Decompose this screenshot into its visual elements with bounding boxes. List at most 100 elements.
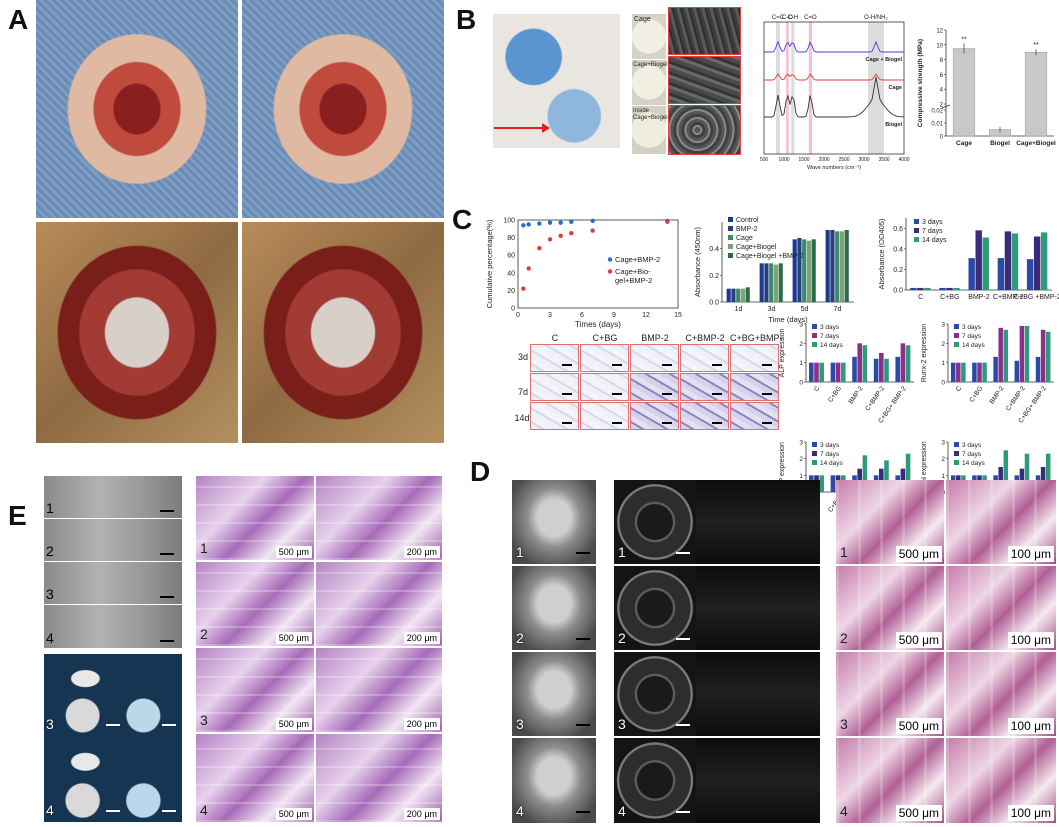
legend-label: 14 days <box>962 342 986 349</box>
micro-tile <box>630 373 679 401</box>
legend-label: Control <box>736 217 759 224</box>
bar <box>773 264 779 302</box>
y-tick-label: 6 <box>940 73 944 79</box>
peak-band <box>776 22 780 154</box>
legend-swatch <box>728 253 733 258</box>
x-tick-label: C <box>955 385 964 393</box>
d-xray-label-3: 3 <box>516 716 524 732</box>
x-tick-label: 1d <box>735 306 743 313</box>
e-scale-right-1: 200 μm <box>403 546 440 558</box>
data-point <box>590 228 595 233</box>
bar <box>1014 360 1020 382</box>
legend-swatch <box>914 228 919 233</box>
bar <box>830 362 836 382</box>
d-ct-scalebar-4 <box>676 811 690 813</box>
significance-mark: ** <box>1033 42 1039 49</box>
data-point <box>521 286 526 291</box>
peak-band <box>868 22 884 154</box>
panel-label-e: E <box>8 500 27 531</box>
y-tick-label: 0.02 <box>931 109 943 115</box>
y-tick-label: 60 <box>507 253 515 260</box>
x-tick-label: C+BMP-2 <box>864 385 886 413</box>
y-tick-label: 0 <box>511 306 515 313</box>
e-histo-label-4: 4 <box>200 802 208 818</box>
e-histo-column: 1 500 μm 200 μm 2 500 μm 200 μm 3 500 μm 20… <box>196 476 442 822</box>
bar <box>1019 325 1025 382</box>
bar <box>839 231 845 302</box>
legend-label: 14 days <box>820 460 844 467</box>
bar <box>1040 467 1046 492</box>
d-scale-right-4: 100 μm <box>1007 805 1054 821</box>
significance-mark: ** <box>961 36 967 43</box>
x-tick-label: 3d <box>768 306 776 313</box>
surgery-photo-4 <box>242 222 444 443</box>
bar <box>792 239 797 302</box>
legend-label: 7 days <box>962 451 982 458</box>
panel-label-c: C <box>452 204 473 235</box>
bar <box>840 362 846 382</box>
data-point <box>569 231 574 236</box>
legend-swatch <box>954 333 959 338</box>
bar <box>997 258 1005 290</box>
cage-disc-3 <box>632 106 666 154</box>
y-tick-label: 1 <box>799 360 803 367</box>
grid-row-3d: 3d <box>517 352 528 362</box>
legend-swatch <box>728 217 733 222</box>
d-ct-3: 3 <box>614 652 696 736</box>
d-histo-4b: 100 μm <box>946 738 1056 823</box>
axis-break <box>941 104 951 109</box>
y-tick-label: 12 <box>936 29 943 35</box>
x-axis-label: Time (days) <box>768 315 808 324</box>
x-tick-label: C+BG +BMP-2 <box>1014 294 1059 301</box>
y-tick-label: 0 <box>799 380 803 387</box>
d-xray-1: 1 <box>512 480 596 564</box>
e-ct-label-3: 3 <box>46 716 54 732</box>
peak-label: O-H/NH₂ <box>864 15 888 21</box>
d-xray-column: 1 2 3 4 <box>512 480 596 823</box>
d-histo-3b: 100 μm <box>946 652 1056 736</box>
x-tick-label: 500 <box>760 157 769 163</box>
e-ct-render-4: 4 <box>44 736 182 822</box>
data-point <box>590 218 595 224</box>
data-point <box>569 219 574 224</box>
bar <box>1045 453 1051 492</box>
x-tick-label: C+BG <box>968 385 984 404</box>
d-xray-scalebar-4 <box>576 811 590 813</box>
e-histo-4b: 200 μm <box>316 734 442 822</box>
data-point <box>521 223 526 228</box>
bar <box>830 475 836 492</box>
bar <box>835 362 841 382</box>
y-tick-label: 0.4 <box>709 246 719 253</box>
surgery-photo-3 <box>36 222 238 443</box>
data-point <box>537 245 542 251</box>
bar <box>1033 236 1041 290</box>
micro-scalebar <box>712 393 722 395</box>
y-tick-label: 2 <box>799 341 803 348</box>
x-tick-label: 15 <box>674 312 682 319</box>
micro-scalebar <box>662 422 672 424</box>
micro-tile <box>680 344 729 372</box>
x-tick-label: BMP-2 <box>989 385 1006 406</box>
d-ct-slice-4 <box>696 738 820 823</box>
legend-swatch <box>954 442 959 447</box>
e-scale-left-3: 500 μm <box>275 718 312 730</box>
micro-scalebar <box>762 364 772 366</box>
bar <box>797 238 802 302</box>
bar <box>740 288 746 302</box>
e-scale-right-3: 200 μm <box>403 718 440 730</box>
bar <box>977 362 982 382</box>
spectrum-line <box>764 73 904 81</box>
bar <box>982 237 989 290</box>
peak-band <box>786 22 789 154</box>
data-point <box>547 220 553 225</box>
e-scale-left-4: 500 μm <box>275 808 312 820</box>
e-xray-2: 2 <box>44 519 182 561</box>
e-histo-1: 1 500 μm <box>196 476 314 560</box>
legend-swatch <box>812 451 817 456</box>
legend-swatch <box>954 324 959 329</box>
y-tick-label: 0.0 <box>709 300 719 307</box>
micro-scalebar <box>712 364 722 366</box>
micro-tile <box>730 402 779 430</box>
e-xray-label-2: 2 <box>46 543 54 559</box>
d-histo-label-3: 3 <box>840 716 848 732</box>
